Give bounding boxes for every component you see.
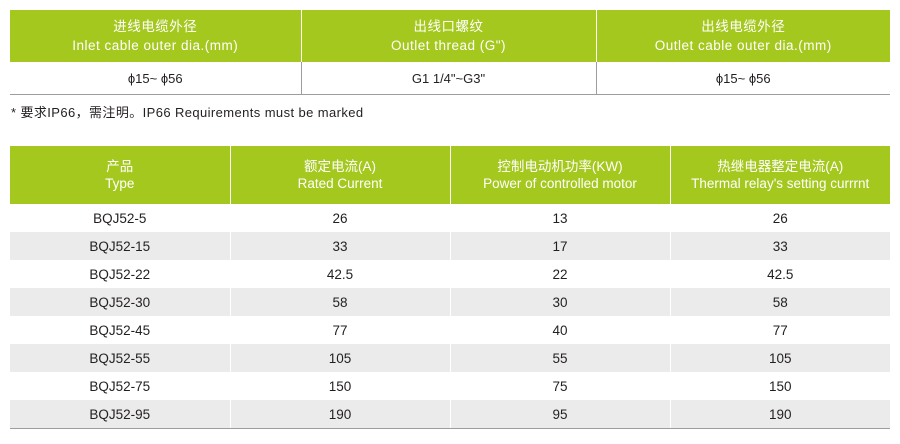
cell-relay-setting: 150 <box>669 372 890 400</box>
table-row: BQJ52-95 190 95 190 <box>10 400 890 429</box>
header-zh: 出线口螺纹 <box>413 19 484 34</box>
value-outlet-cable-dia: ϕ15~ ϕ56 <box>595 62 890 95</box>
cell-motor-power: 95 <box>449 400 670 429</box>
cell-relay-setting: 33 <box>669 232 890 260</box>
header-en: Outlet cable outer dia.(mm) <box>654 38 832 53</box>
table-row: BQJ52-22 42.5 22 42.5 <box>10 260 890 288</box>
cell-motor-power: 75 <box>449 372 670 400</box>
table-row: BQJ52-55 105 55 105 <box>10 344 890 372</box>
header-inlet-cable-dia: 进线电缆外径 Inlet cable outer dia.(mm) <box>10 10 301 62</box>
header-zh: 额定电流(A) <box>304 159 376 174</box>
value-outlet-thread: G1 1/4"~G3" <box>300 62 596 95</box>
header-rated-current: 额定电流(A) Rated Current <box>229 146 450 204</box>
cell-relay-setting: 77 <box>669 316 890 344</box>
cell-type: BQJ52-45 <box>10 316 230 344</box>
model-header-row: 产品 Type 额定电流(A) Rated Current 控制电动机功率(KW… <box>10 146 890 204</box>
header-en: Power of controlled motor <box>483 176 637 191</box>
cell-rated-current: 33 <box>229 232 450 260</box>
value-inlet-cable-dia: ϕ15~ ϕ56 <box>10 62 301 95</box>
cell-rated-current: 58 <box>229 288 450 316</box>
cell-motor-power: 40 <box>449 316 670 344</box>
cell-rated-current: 150 <box>229 372 450 400</box>
cell-rated-current: 190 <box>229 400 450 429</box>
table-row: BQJ52-5 26 13 26 <box>10 204 890 232</box>
cable-spec-value-row: ϕ15~ ϕ56 G1 1/4"~G3" ϕ15~ ϕ56 <box>10 62 890 95</box>
header-en: Rated Current <box>297 176 383 191</box>
header-outlet-thread: 出线口螺纹 Outlet thread (G") <box>300 10 596 62</box>
cell-motor-power: 55 <box>449 344 670 372</box>
header-zh: 产品 <box>106 159 134 174</box>
cell-relay-setting: 105 <box>669 344 890 372</box>
header-zh: 进线电缆外径 <box>113 19 198 34</box>
header-en: Outlet thread (G") <box>390 38 507 53</box>
header-zh: 热继电器整定电流(A) <box>717 159 844 174</box>
header-type: 产品 Type <box>10 146 230 204</box>
cell-type: BQJ52-75 <box>10 372 230 400</box>
model-rating-table: 产品 Type 额定电流(A) Rated Current 控制电动机功率(KW… <box>10 146 890 429</box>
cable-spec-header-row: 进线电缆外径 Inlet cable outer dia.(mm) 出线口螺纹 … <box>10 10 890 62</box>
header-zh: 控制电动机功率(KW) <box>497 159 623 174</box>
cable-spec-table: 进线电缆外径 Inlet cable outer dia.(mm) 出线口螺纹 … <box>10 10 890 95</box>
cell-relay-setting: 58 <box>669 288 890 316</box>
cell-type: BQJ52-55 <box>10 344 230 372</box>
header-motor-power: 控制电动机功率(KW) Power of controlled motor <box>449 146 670 204</box>
cell-motor-power: 17 <box>449 232 670 260</box>
header-en: Thermal relay's setting currrnt <box>691 176 870 191</box>
header-en: Inlet cable outer dia.(mm) <box>72 38 239 53</box>
cell-relay-setting: 42.5 <box>669 260 890 288</box>
header-relay-setting-current: 热继电器整定电流(A) Thermal relay's setting curr… <box>669 146 890 204</box>
cell-rated-current: 105 <box>229 344 450 372</box>
table-row: BQJ52-30 58 30 58 <box>10 288 890 316</box>
cell-type: BQJ52-30 <box>10 288 230 316</box>
cell-rated-current: 42.5 <box>229 260 450 288</box>
header-outlet-cable-dia: 出线电缆外径 Outlet cable outer dia.(mm) <box>595 10 890 62</box>
cell-motor-power: 30 <box>449 288 670 316</box>
table-row: BQJ52-45 77 40 77 <box>10 316 890 344</box>
cell-motor-power: 13 <box>449 204 670 232</box>
cell-type: BQJ52-95 <box>10 400 230 429</box>
cell-relay-setting: 190 <box>669 400 890 429</box>
cell-rated-current: 26 <box>229 204 450 232</box>
cell-type: BQJ52-15 <box>10 232 230 260</box>
cell-type: BQJ52-22 <box>10 260 230 288</box>
cell-type: BQJ52-5 <box>10 204 230 232</box>
ip66-note: * 要求IP66，需注明。IP66 Requirements must be m… <box>11 105 364 120</box>
table-row: BQJ52-15 33 17 33 <box>10 232 890 260</box>
header-zh: 出线电缆外径 <box>701 19 786 34</box>
table-row: BQJ52-75 150 75 150 <box>10 372 890 400</box>
header-en: Type <box>105 176 135 191</box>
cell-motor-power: 22 <box>449 260 670 288</box>
cell-relay-setting: 26 <box>669 204 890 232</box>
cell-rated-current: 77 <box>229 316 450 344</box>
